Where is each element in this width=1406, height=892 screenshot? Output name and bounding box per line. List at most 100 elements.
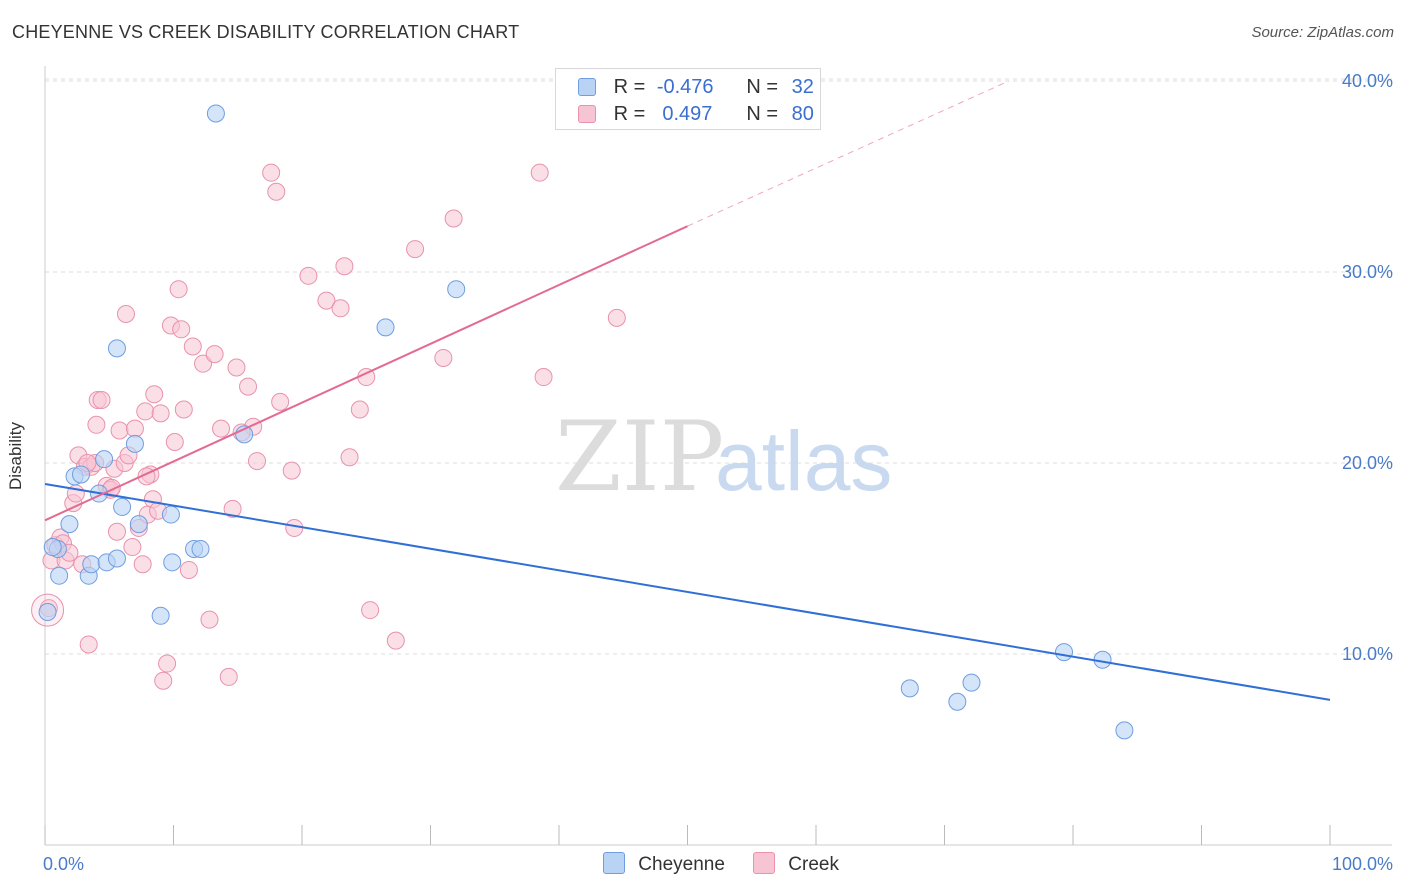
x-tick-label: 100.0% [1332,854,1393,874]
cheyenne-swatch [578,78,596,96]
creek-point [158,654,177,673]
chart-title: CHEYENNE VS CREEK DISABILITY CORRELATION… [12,22,520,42]
legend-n-label: N = [746,76,779,98]
watermark: ZIP atlas [555,401,892,513]
creek-point [534,368,553,387]
cheyenne-point [125,434,144,453]
creek-point [145,385,164,404]
bottom-legend-creek: Creek [753,852,839,876]
cheyenne-legend-label: Cheyenne [638,854,725,875]
creek-point [133,555,152,574]
legend-n-value: 80 [791,103,814,125]
creek-point [87,415,106,434]
creek-point [169,280,188,299]
y-tick-label: 40.0% [1342,71,1393,91]
creek-point [183,337,202,356]
creek-point [136,402,155,421]
legend-r-label: R = [613,76,646,98]
creek-point [350,400,369,419]
creek-trend-extension [687,80,1009,227]
cheyenne-point [151,606,170,625]
creek-point [179,560,198,579]
creek-point [194,354,213,373]
creek-point [92,390,111,409]
creek-point [239,377,258,396]
cheyenne-point [1115,721,1134,740]
cheyenne-points [38,104,1134,740]
creek-point [262,163,281,182]
creek-point [110,421,129,440]
creek-point [223,499,242,518]
creek-point [340,448,359,467]
cheyenne-point [376,318,395,337]
y-tick-label: 30.0% [1342,262,1393,282]
creek-point [205,345,224,364]
cheyenne-point [107,339,126,358]
cheyenne-point [113,497,132,516]
axes [44,66,1392,846]
creek-point [116,305,135,324]
creek-point [165,432,184,451]
cheyenne-point [191,539,210,558]
legend-n-value: 32 [791,76,814,98]
creek-point [200,610,219,629]
creek-point [174,400,193,419]
cheyenne-point [60,515,79,534]
creek-point [299,266,318,285]
cheyenne-point [50,566,69,585]
grid-lines [45,78,1392,655]
creek-points [31,163,626,690]
watermark-atlas: atlas [715,414,892,508]
cheyenne-trend-line [44,483,1331,701]
creek-point [151,404,170,423]
cheyenne-point [206,104,225,123]
creek-point [107,522,126,541]
creek-point [271,392,290,411]
creek-point [386,631,405,650]
creek-point [123,538,142,557]
cheyenne-point [900,679,919,698]
creek-point [212,419,231,438]
y-tick-label: 10.0% [1342,644,1393,664]
creek-point [282,461,301,480]
cheyenne-point [71,465,90,484]
creek-swatch [578,105,596,123]
creek-point [331,299,350,318]
legend-r-label: R = [613,103,646,125]
cheyenne-point [82,555,101,574]
creek-point [530,163,549,182]
cheyenne-point [161,505,180,524]
cheyenne-point [163,553,182,572]
cheyenne-point [95,450,114,469]
cheyenne-point [1055,643,1074,662]
legend-n-label: N = [746,103,779,125]
cheyenne-point [962,673,981,692]
creek-point [434,348,453,367]
creek-point [219,667,238,686]
tick-labels: 10.0% 20.0% 30.0% 40.0% 0.0% 100.0% [43,71,1393,874]
cheyenne-point [948,692,967,711]
creek-point [267,182,286,201]
creek-point [79,635,98,654]
legend: R = -0.476 N = 32 R = 0.497 N = 80 [555,68,821,130]
cheyenne-point [447,280,466,299]
creek-legend-label: Creek [788,854,839,875]
creek-point [317,291,336,310]
creek-point [444,209,463,228]
y-tick-label: 20.0% [1342,453,1393,473]
creek-point [248,452,267,471]
creek-point [172,320,191,339]
creek-point [361,601,380,620]
legend-r-value: -0.476 [656,76,714,98]
legend-r-value: 0.497 [656,103,713,125]
creek-swatch [753,852,775,874]
legend-row-creek: R = 0.497 N = 80 [578,103,814,125]
trend-lines [44,80,1331,701]
cheyenne-point [38,602,57,621]
creek-point [285,518,304,537]
cheyenne-point [43,538,62,557]
creek-point [154,671,173,690]
legend-row-cheyenne: R = -0.476 N = 32 [578,76,814,98]
x-tick-label: 0.0% [43,854,84,874]
